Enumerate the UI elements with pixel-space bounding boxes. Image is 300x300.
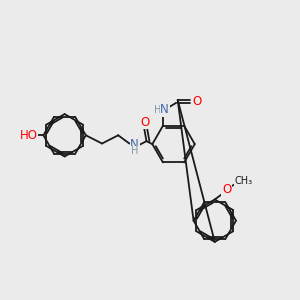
Text: HO: HO [20,129,38,142]
Text: H: H [154,105,161,115]
Text: N: N [160,103,169,116]
Text: CH₃: CH₃ [234,176,252,186]
Text: N: N [130,138,139,151]
Text: O: O [222,183,231,196]
Text: H: H [131,146,138,156]
Text: O: O [192,95,201,108]
Text: O: O [140,116,149,128]
